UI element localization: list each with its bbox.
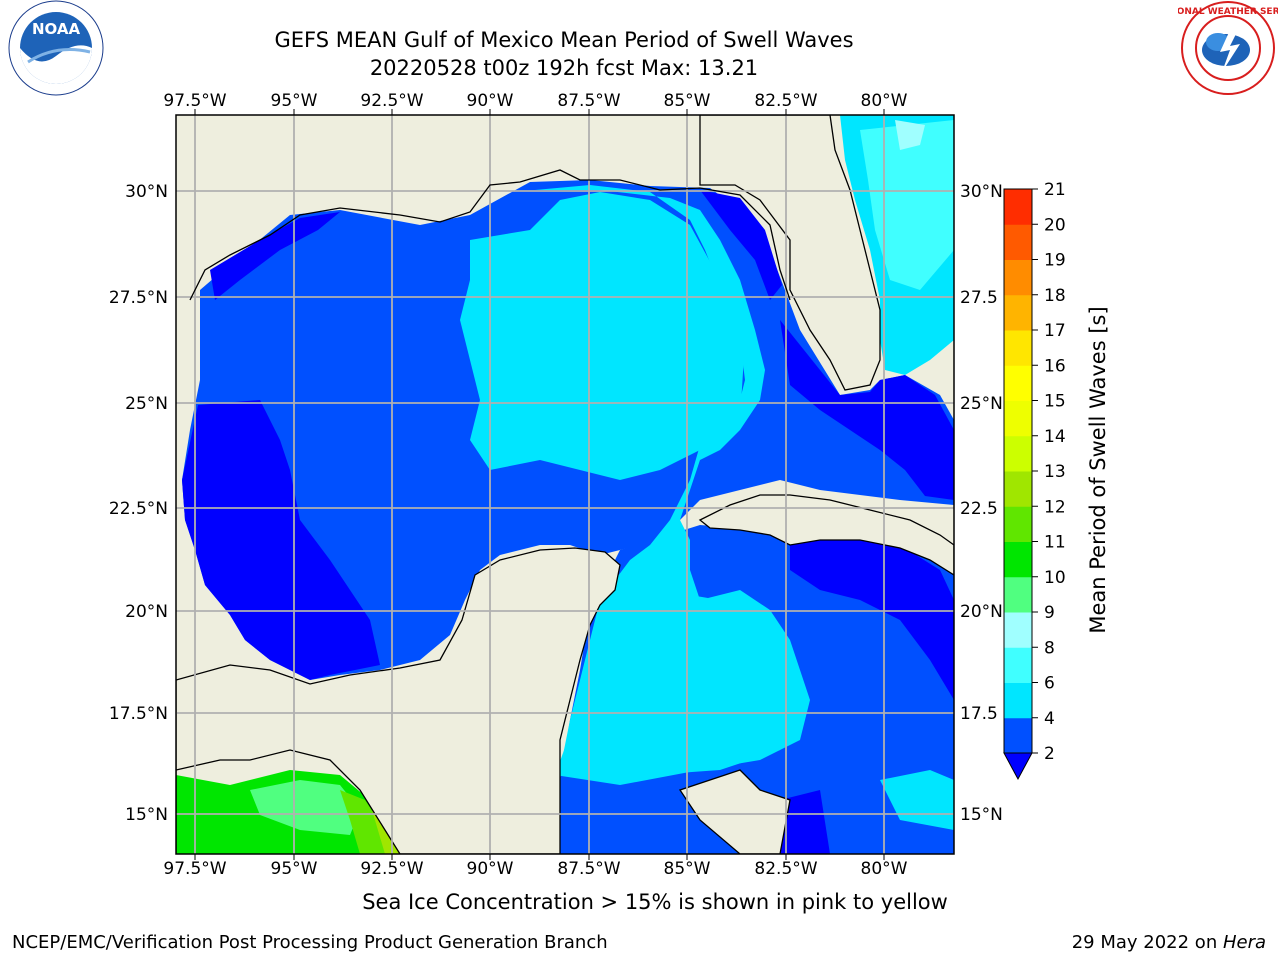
lon-label-bottom: 97.5°W [163,859,226,879]
footer-date: 29 May 2022 on Hera [1072,932,1266,953]
colorbar-tick-label: 17 [1044,321,1066,341]
lat-label-left: 30°N [125,182,168,202]
colorbar-segment [1004,682,1032,719]
lat-label-right: 27.5 [960,288,998,308]
lat-label-right: 20°N [960,602,1003,622]
gulf-swell-field-under-2s-west [182,400,380,680]
lat-label-left: 22.5°N [109,499,168,519]
footer-host: Hera [1222,932,1266,953]
lat-label-left: 25°N [125,394,168,414]
lon-label-bottom: 87.5°W [557,859,620,879]
colorbar-tick-label: 14 [1044,427,1066,447]
lon-label-top: 92.5°W [360,91,423,111]
lon-label-bottom: 82.5°W [754,859,817,879]
caribbean-swell-field-4-6s [560,590,800,775]
colorbar-segment [1004,717,1032,754]
cuba-land-east [678,769,791,854]
caribbean-swell-field-4-6s-east [880,770,954,830]
pacific-swell-field-9-10s [250,780,360,835]
lat-label-left: 15°N [125,805,168,825]
colorbar-tick-label: 4 [1044,709,1055,729]
footer-credit: NCEP/EMC/Verification Post Processing Pr… [12,932,608,953]
lon-label-bottom: 80°W [861,859,908,879]
colorbar-tick-label: 6 [1044,674,1055,694]
lat-label-left: 27.5°N [109,288,168,308]
gulf-swell-field-under-2s-florida [780,320,954,500]
lon-label-bottom: 95°W [271,859,318,879]
lon-label-top: 85°W [664,91,711,111]
lat-label-left: 17.5°N [109,704,168,724]
lat-label-right: 30°N [960,182,1003,202]
colorbar-label: Mean Period of Swell Waves [s] [1086,306,1110,634]
colorbar-segment [1004,189,1032,225]
cuba-land [698,494,954,576]
atlantic-swell-field-8-9s [895,120,925,150]
lon-label-top: 90°W [467,91,514,111]
colorbar-segment [1004,576,1032,613]
colorbar-tick-label: 8 [1044,638,1055,658]
lon-label-bottom: 90°W [467,859,514,879]
colorbar-tick-label: 19 [1044,251,1066,271]
footer-date-text: 29 May 2022 on [1071,932,1223,953]
colorbar-segment [1004,647,1032,683]
national-weather-service-logo: NATIONAL WEATHER SERVICE [1178,1,1278,95]
nws-logo-text: NATIONAL WEATHER SERVICE [1178,7,1278,17]
lat-label-right: 22.5 [960,499,998,519]
lon-label-top: 95°W [271,91,318,111]
lon-label-bottom: 92.5°W [360,859,423,879]
colorbar-segment [1004,471,1032,507]
sea-ice-caption: Sea Ice Concentration > 15% is shown in … [362,890,948,914]
colorbar-tick-label: 12 [1044,497,1066,517]
florida-land [699,115,881,391]
colorbar-tick-label: 11 [1044,533,1066,553]
colorbar-tick-label: 18 [1044,286,1066,306]
lon-label-top: 97.5°W [163,91,226,111]
map-frame [175,114,955,855]
colorbar-tick-label: 21 [1044,180,1066,200]
colorbar-tick-label: 2 [1044,744,1055,764]
lat-label-right: 25°N [960,394,1003,414]
colorbar: 2 4 6 8 9 10 11 12 13 14 15 16 17 18 19 20 21 [1003,180,1066,781]
gulf-swell-field-under-2s-north [210,212,340,300]
colorbar-segment [1004,435,1032,472]
lon-label-top: 82.5°W [754,91,817,111]
lat-label-left: 20°N [125,602,168,622]
lat-label-right: 15°N [960,805,1003,825]
colorbar-segment [1004,259,1032,296]
lon-label-top: 80°W [861,91,908,111]
colorbar-segment [1004,541,1032,578]
colorbar-underflow-arrow [1003,752,1033,781]
colorbar-tick-label: 10 [1044,568,1066,588]
colorbar-tick-label: 13 [1044,462,1066,482]
lat-label-right: 17.5 [960,704,998,724]
colorbar-tick-label: 16 [1044,356,1066,376]
caribbean-swell-field-under-2s [790,528,954,700]
colorbar-segment [1004,612,1032,648]
colorbar-segment [1004,400,1032,437]
colorbar-tick-label: 9 [1044,603,1055,623]
gulf-swell-field-under-2s-northeast [700,190,782,300]
noaa-logo: NOAA [8,0,104,96]
noaa-logo-text: NOAA [32,20,81,38]
us-gulf-coastline [189,169,791,301]
lon-label-bottom: 85°W [664,859,711,879]
colorbar-segment [1004,365,1032,401]
colorbar-tick-label: 20 [1044,215,1066,235]
chart-title: GEFS MEAN Gulf of Mexico Mean Period of … [274,28,854,52]
colorbar-segment [1004,294,1032,331]
yucatan-land [176,547,621,854]
central-swell-field-4-6s-body [460,192,745,480]
graticule [176,115,954,854]
colorbar-tick-label: 15 [1044,392,1066,412]
chart-subtitle: 20220528 t00z 192h fcst Max: 13.21 [369,56,759,80]
colorbar-segment [1004,506,1032,542]
colorbar-segment [1004,224,1032,260]
colorbar-segment [1004,330,1032,366]
lon-label-top: 87.5°W [557,91,620,111]
axis-ticks [194,109,885,860]
